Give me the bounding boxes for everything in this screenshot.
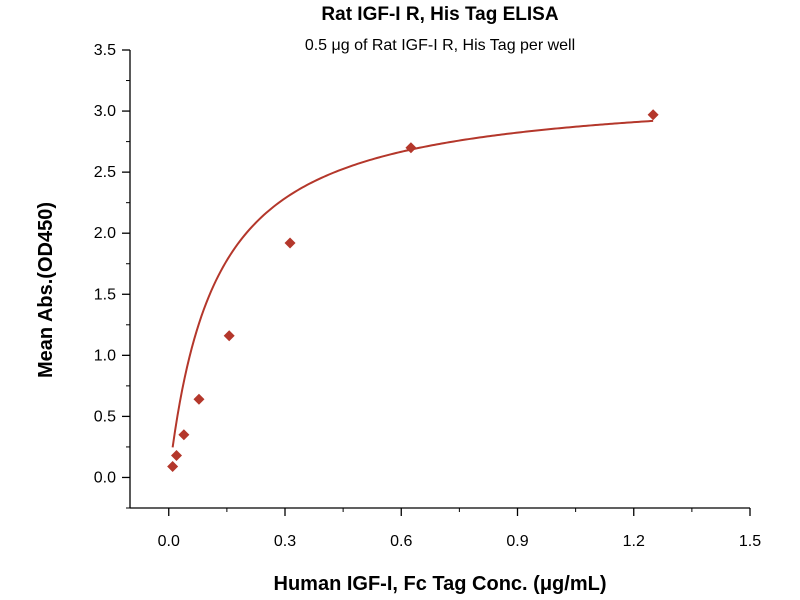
fit-curve xyxy=(171,119,654,448)
y-tick-label: 3.0 xyxy=(94,103,116,120)
fit-curve-layer xyxy=(171,119,654,448)
data-point xyxy=(647,109,659,121)
data-points xyxy=(167,109,659,472)
x-tick-label: 0.6 xyxy=(390,533,412,550)
x-ticks: 0.0 0.3 0.6 0.9 1.2 1.5 xyxy=(158,508,761,550)
y-tick-label: 1.5 xyxy=(94,286,116,303)
y-tick-label: 2.0 xyxy=(94,225,116,242)
x-tick-label: 0.0 xyxy=(158,533,180,550)
y-axis-label: Mean Abs.(OD450) xyxy=(35,202,57,378)
x-axis-label: Human IGF-I, Fc Tag Conc. (μg/mL) xyxy=(274,573,607,595)
data-point xyxy=(223,330,235,342)
data-point xyxy=(284,237,296,249)
y-tick-label: 0.0 xyxy=(94,469,116,486)
chart-title: Rat IGF-I R, His Tag ELISA xyxy=(321,4,558,25)
x-tick-label: 1.5 xyxy=(739,533,761,550)
y-ticks: 0.0 0.5 1.0 1.5 2.0 2.5 3.0 3.5 xyxy=(94,42,130,509)
x-tick-label: 0.3 xyxy=(274,533,296,550)
y-tick-label: 1.0 xyxy=(94,347,116,364)
data-point xyxy=(405,142,417,154)
data-point xyxy=(167,460,179,472)
y-tick-label: 0.5 xyxy=(94,408,116,425)
data-point xyxy=(171,449,182,461)
data-point xyxy=(178,429,190,441)
data-point xyxy=(193,393,205,405)
y-tick-label: 3.5 xyxy=(94,42,116,59)
y-tick-label: 2.5 xyxy=(94,164,116,181)
x-tick-label: 1.2 xyxy=(623,533,645,550)
x-tick-label: 0.9 xyxy=(506,533,528,550)
chart-subtitle: 0.5 μg of Rat IGF-I R, His Tag per well xyxy=(305,37,575,54)
